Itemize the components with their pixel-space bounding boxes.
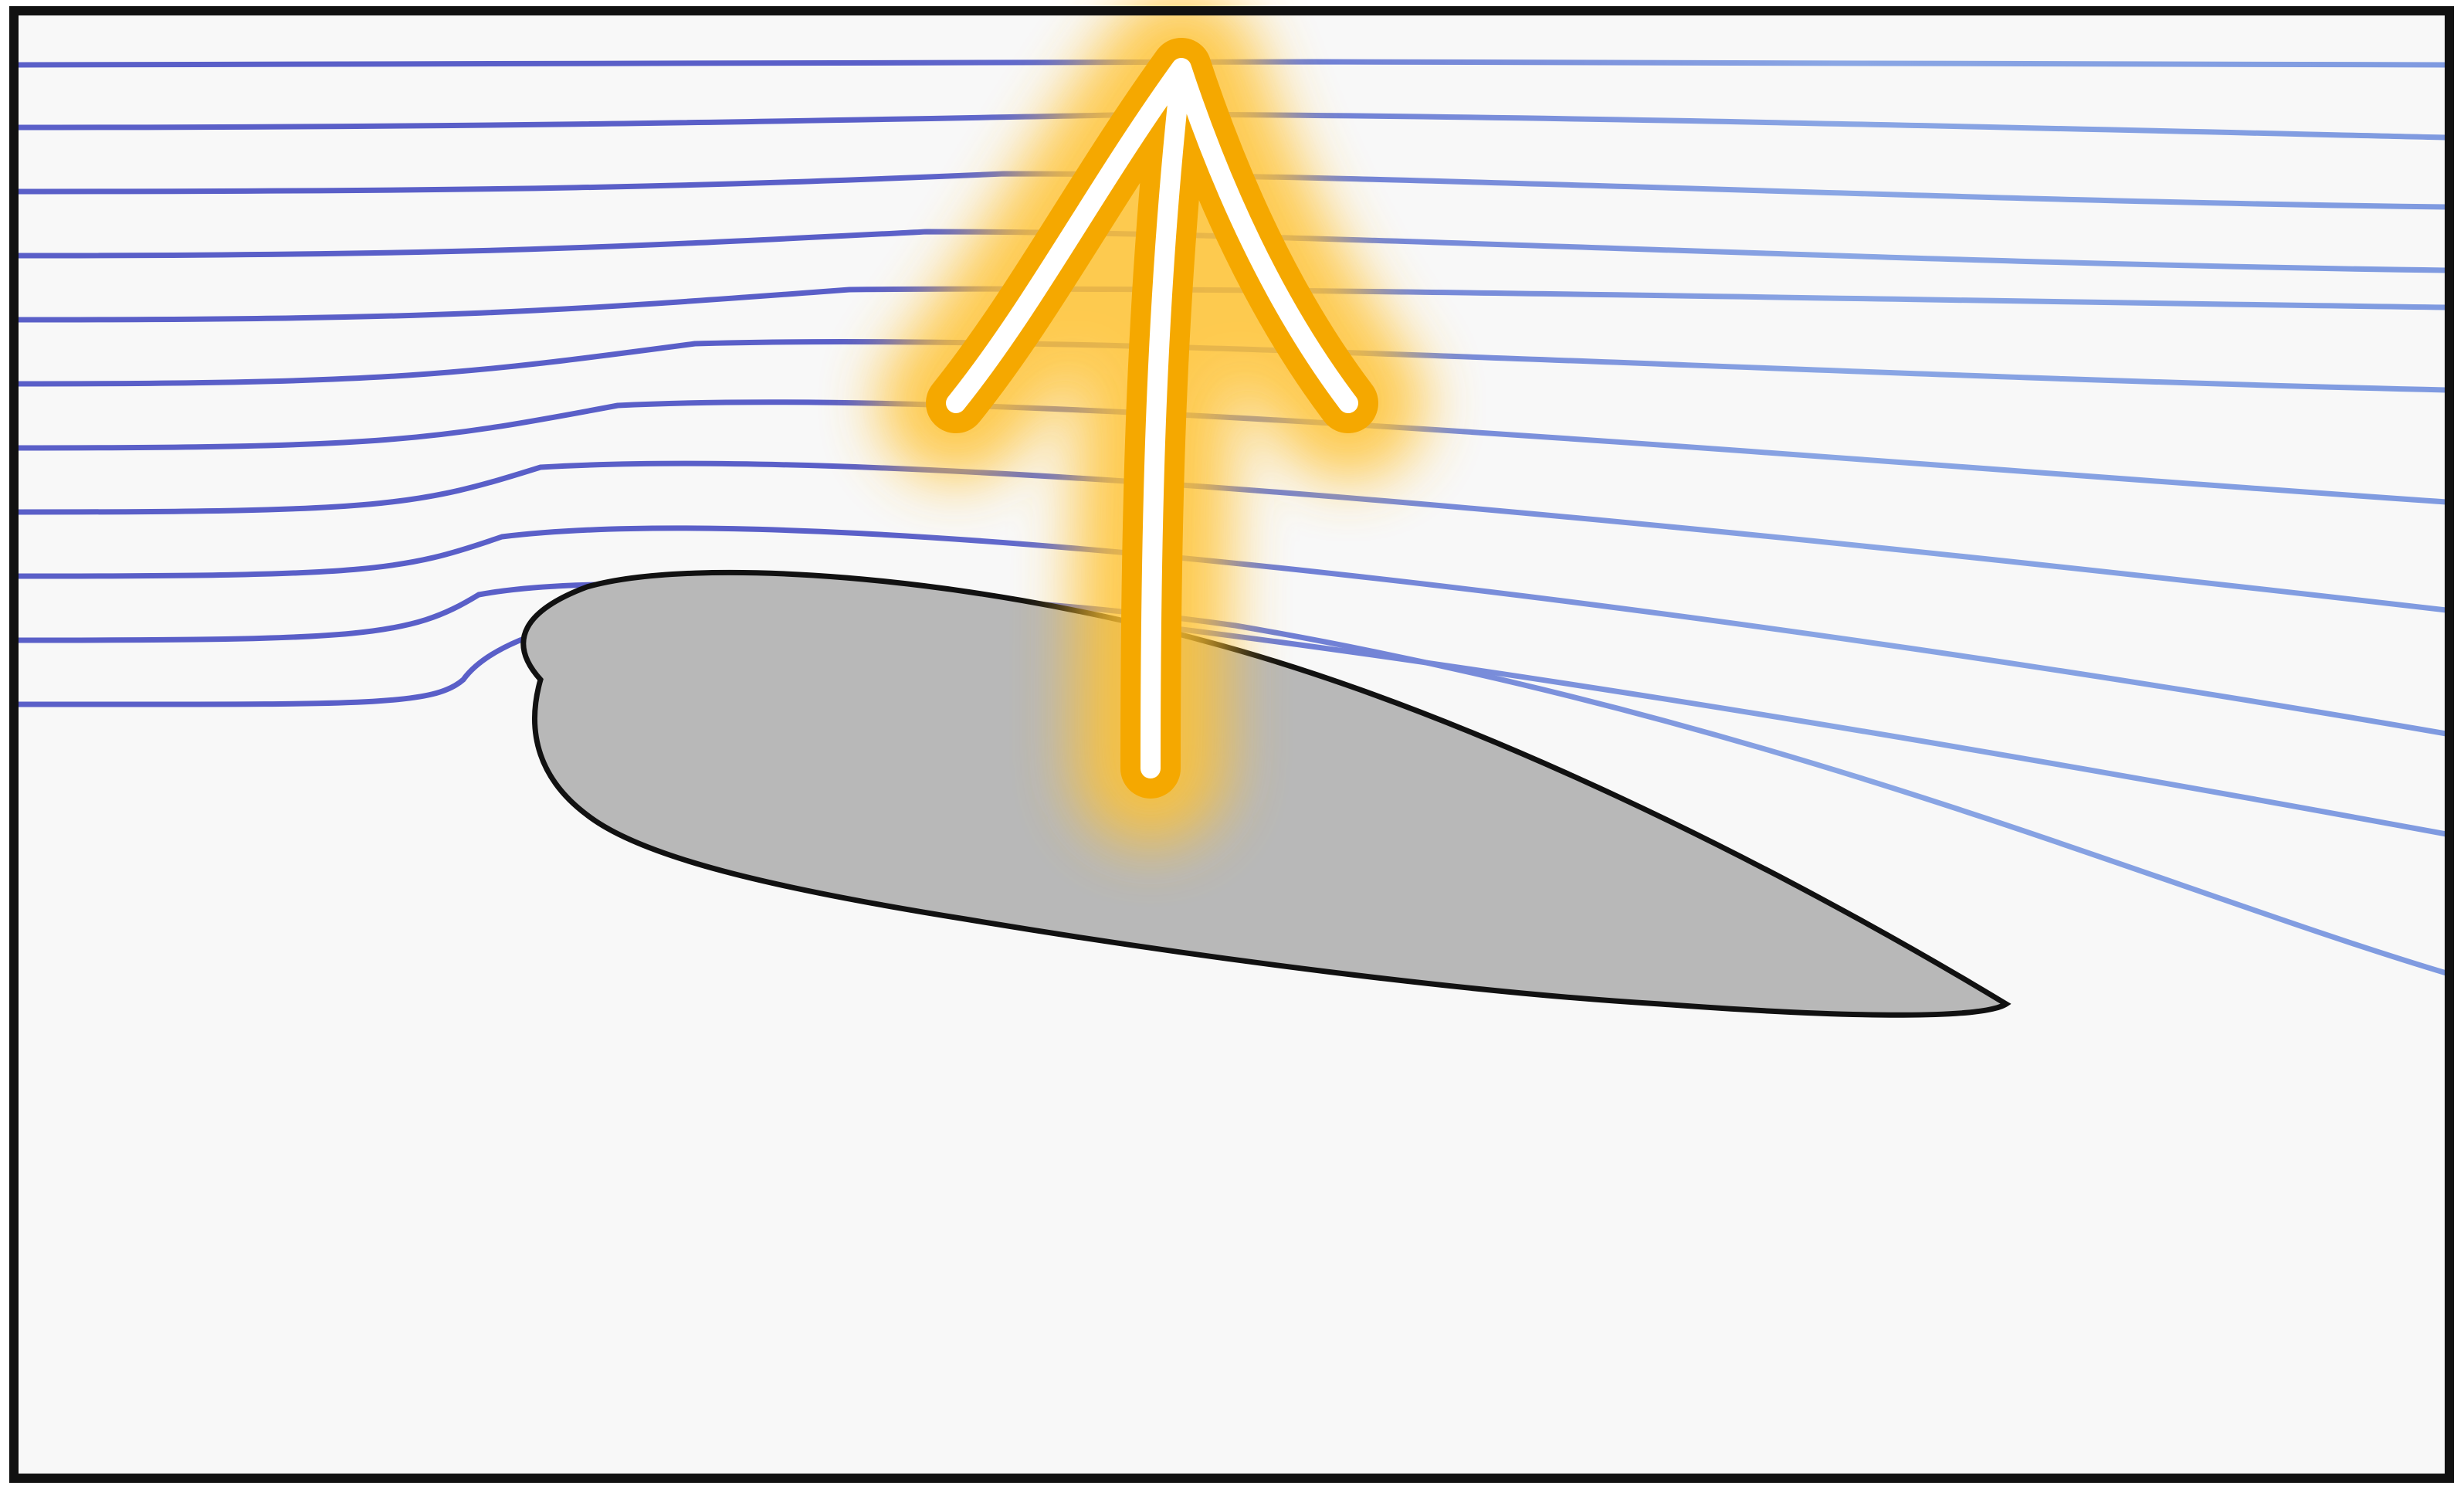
streamline-1 <box>14 59 2449 68</box>
streamline-8 <box>14 460 2449 613</box>
streamline-9 <box>14 525 2449 737</box>
diagram-frame <box>9 6 2454 1483</box>
lift-arrow-icon <box>879 0 1425 846</box>
airfoil <box>520 569 2012 1018</box>
lift-arrow-core <box>946 58 1358 778</box>
